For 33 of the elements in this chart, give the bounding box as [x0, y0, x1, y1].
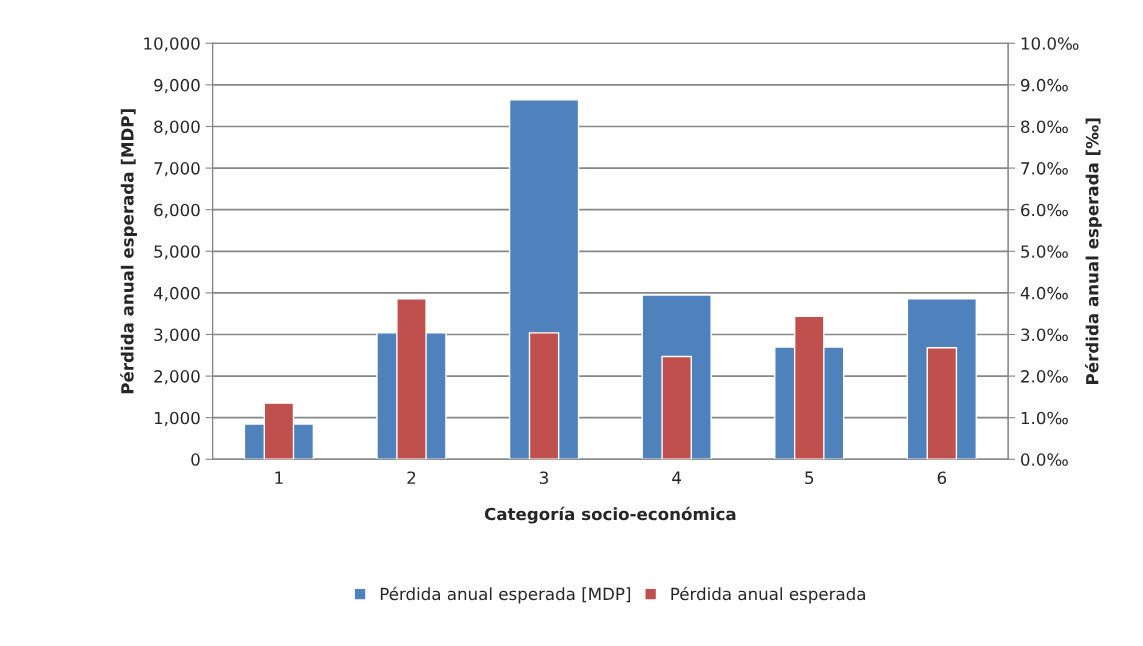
x-tick-label: 3 — [540, 471, 549, 485]
y-tick-label: 0 — [191, 453, 200, 466]
x-tick-label: 6 — [937, 471, 947, 485]
legend-label: Pérdida anual esperada [MDP] — [380, 586, 631, 604]
y-tick-label: 1,000 — [154, 411, 200, 426]
y-tick-label: 4,000 — [153, 286, 200, 302]
y-tick-label: 9,000 — [154, 78, 200, 94]
y-tick-label: 5,000 — [154, 245, 200, 260]
y-tick-label: 8,000 — [154, 120, 200, 135]
y2-tick-label: 6.0‰ — [1021, 203, 1068, 217]
x-tick-label: 4 — [672, 471, 682, 484]
y-tick-label: 6,000 — [154, 203, 200, 218]
y2-axis-title: Pérdida anual esperada [‰] — [1084, 118, 1102, 384]
y2-tick-label: 4.0‰ — [1020, 286, 1068, 300]
y-tick-label: 3,000 — [154, 328, 200, 343]
y2-tick-label: 8.0‰ — [1021, 120, 1068, 134]
x-tick-label: 1 — [275, 471, 283, 484]
x-tick-label: 2 — [407, 471, 416, 484]
x-tick-label: 5 — [805, 471, 814, 485]
y-axis-title: Pérdida anual esperada [MDP] — [120, 109, 137, 394]
y2-tick-label: 7.0‰ — [1021, 162, 1068, 175]
y2-tick-label: 0.0‰ — [1021, 453, 1068, 466]
y-tick-label: 10,000 — [144, 37, 200, 52]
y2-tick-label: 3.0‰ — [1021, 328, 1068, 342]
y-tick-label: 7,000 — [154, 162, 200, 177]
x-axis-title: Categoría socio-económica — [484, 506, 736, 524]
y2-tick-label: 9.0‰ — [1020, 78, 1068, 92]
y2-tick-label: 2.0‰ — [1021, 370, 1068, 383]
y2-tick-label: 10.0‰ — [1021, 37, 1079, 50]
y2-tick-label: 5.0‰ — [1021, 245, 1068, 258]
y2-tick-label: 1.0‰ — [1021, 411, 1068, 425]
legend-label: Pérdida anual esperada — [671, 586, 865, 604]
y-tick-label: 2,000 — [154, 370, 200, 385]
